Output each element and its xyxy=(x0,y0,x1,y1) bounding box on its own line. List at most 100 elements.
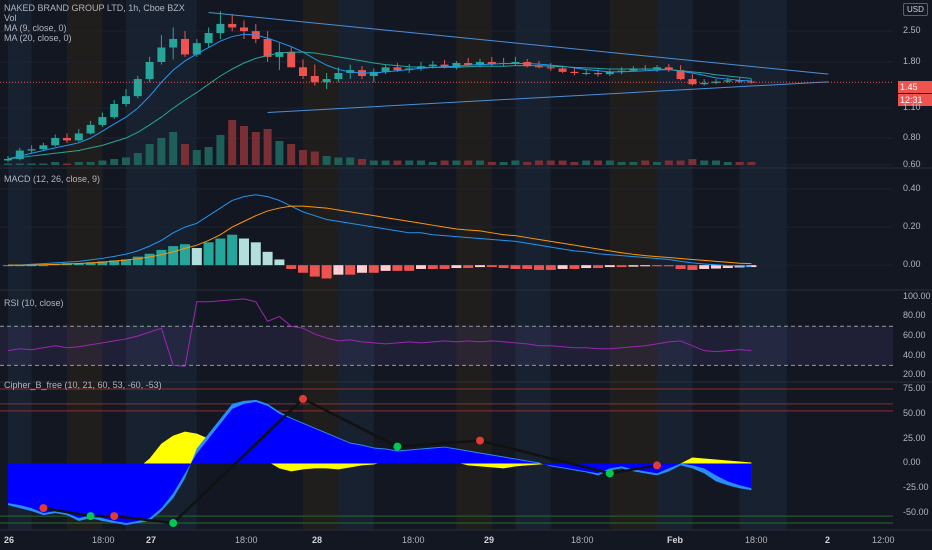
volume-bar xyxy=(653,162,661,165)
cipher-red-dot xyxy=(39,504,48,513)
volume-bar xyxy=(181,144,189,165)
volume-bar xyxy=(369,160,378,165)
macd-histogram-bar xyxy=(498,265,509,269)
candle-body xyxy=(570,71,579,74)
candle-body xyxy=(487,61,496,65)
cipher-pane-label[interactable]: Cipher_B_free (10, 21, 60, 53, -60, -53) xyxy=(4,380,162,390)
macd-histogram-bar xyxy=(357,265,367,273)
volume-bar xyxy=(523,162,532,165)
currency-button[interactable]: USD xyxy=(903,3,928,16)
cipher-green-dot xyxy=(86,512,95,521)
volume-bar xyxy=(51,162,60,165)
macd-histogram-bar xyxy=(97,261,108,266)
candle-body xyxy=(181,38,189,55)
macd-histogram-bar xyxy=(250,242,261,266)
volume-bar xyxy=(664,160,673,165)
macd-histogram-bar xyxy=(309,265,320,277)
macd-pane-label[interactable]: MACD (12, 26, close, 9) xyxy=(4,174,101,184)
rsi-line xyxy=(7,298,752,367)
rsi-pane-label[interactable]: RSI (10, close) xyxy=(4,298,64,308)
candle-body xyxy=(145,61,154,80)
macd-histogram-bar xyxy=(663,265,674,267)
macd-histogram-bar xyxy=(616,265,627,268)
candle-body xyxy=(228,23,237,28)
countdown-tag: 12:31 xyxy=(898,94,932,106)
time-axis-tick: 29 xyxy=(484,535,495,545)
macd-histogram-bar xyxy=(262,251,273,266)
volume-label[interactable]: Vol xyxy=(4,13,17,23)
macd-histogram-bar xyxy=(463,265,474,269)
macd-histogram-bar xyxy=(38,265,49,267)
volume-bar xyxy=(464,160,473,165)
macd-histogram-bar xyxy=(711,265,721,269)
volume-bar xyxy=(169,132,178,165)
macd-histogram-bar xyxy=(699,265,710,269)
candle-body xyxy=(39,145,48,150)
time-axis-tick: Feb xyxy=(667,535,684,545)
ma9-line xyxy=(7,33,752,160)
candle-body xyxy=(452,63,461,68)
cipher-red-dot xyxy=(110,512,119,521)
volume-bar xyxy=(405,160,414,165)
volume-bar xyxy=(617,162,626,165)
candle-body xyxy=(617,70,626,72)
candle-body xyxy=(122,96,130,104)
candle-body xyxy=(334,73,343,80)
macd-histogram-bar xyxy=(652,265,662,267)
volume-bar xyxy=(27,163,36,165)
candle-body xyxy=(192,43,201,55)
volume-bar xyxy=(712,160,720,165)
cipher-green-dot xyxy=(393,442,402,451)
macd-histogram-bar xyxy=(628,265,639,267)
macd-axis-tick: 0.40 xyxy=(903,183,921,194)
volume-bar xyxy=(15,163,24,165)
candle-body xyxy=(594,73,602,75)
volume-bar xyxy=(417,160,425,165)
candle-body xyxy=(63,138,71,141)
volume-bar xyxy=(4,163,12,165)
candle-body xyxy=(393,67,402,71)
volume-bar xyxy=(641,160,650,165)
macd-histogram-bar xyxy=(73,263,84,266)
candle-body xyxy=(216,23,225,34)
candle-body xyxy=(157,47,166,62)
volume-bar xyxy=(499,162,508,165)
volume-bar xyxy=(86,162,95,165)
trendline xyxy=(267,81,829,114)
macd-histogram-bar xyxy=(85,262,96,266)
candle-body xyxy=(27,149,36,151)
macd-histogram-bar xyxy=(286,265,297,269)
macd-histogram-bar xyxy=(345,265,356,275)
last-price-tag: 1.45 xyxy=(898,81,932,93)
volume-bar xyxy=(735,162,744,165)
macd-histogram-bar xyxy=(156,249,167,266)
volume-bar xyxy=(723,162,732,165)
candle-body xyxy=(440,64,449,68)
chart-legend: NAKED BRAND GROUP LTD, 1h, Cboe BZX Vol … xyxy=(4,3,185,43)
candle-body xyxy=(86,124,95,134)
volume-bar xyxy=(110,159,119,165)
cipher-axis-tick: -50.00 xyxy=(903,507,929,518)
volume-bar xyxy=(546,160,555,165)
macd-histogram-bar xyxy=(144,253,155,266)
candle-body xyxy=(664,67,673,71)
ma9-label[interactable]: MA (9, close, 0) xyxy=(4,23,67,33)
macd-histogram-bar xyxy=(215,238,226,266)
symbol-title[interactable]: NAKED BRAND GROUP LTD, 1h, Cboe BZX xyxy=(4,3,185,13)
macd-histogram-bar xyxy=(569,265,580,269)
macd-histogram-bar xyxy=(180,244,190,266)
volume-bar xyxy=(511,160,520,165)
candle-body xyxy=(169,38,178,48)
volume-bar xyxy=(133,153,142,165)
candle-body xyxy=(322,79,331,83)
volume-bar xyxy=(204,147,213,165)
volume-bar xyxy=(322,156,331,165)
cipher-blue-wave xyxy=(8,401,752,524)
ma20-label[interactable]: MA (20, close, 0) xyxy=(4,33,72,43)
trendline xyxy=(208,12,829,75)
candle-body xyxy=(700,82,709,85)
candle-body xyxy=(381,67,390,72)
volume-bar xyxy=(535,160,543,165)
time-axis-tick: 27 xyxy=(146,535,157,545)
